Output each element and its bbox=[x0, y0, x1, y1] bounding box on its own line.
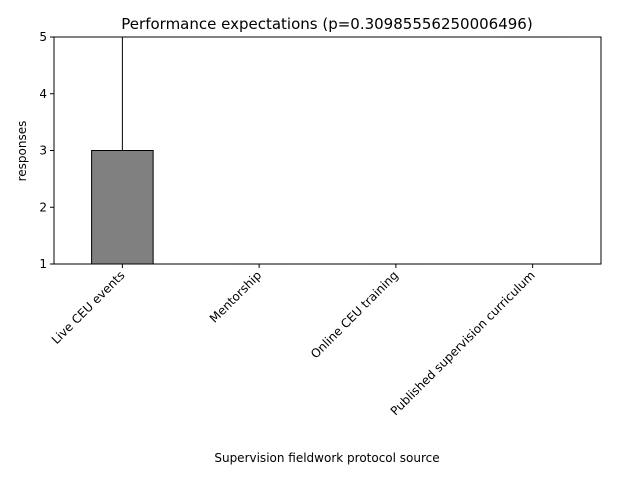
x-axis-label: Supervision fieldwork protocol source bbox=[214, 451, 439, 465]
x-tick-label: Published supervision curriculum bbox=[388, 268, 538, 418]
box-body bbox=[92, 151, 154, 265]
y-tick-label: 3 bbox=[39, 144, 47, 158]
y-tick-label: 4 bbox=[39, 87, 47, 101]
y-tick-label: 1 bbox=[39, 257, 47, 271]
x-tick-label: Live CEU events bbox=[49, 268, 128, 347]
y-axis-label: responses bbox=[15, 121, 29, 182]
y-tick-label: 2 bbox=[39, 200, 47, 214]
y-tick-label: 5 bbox=[39, 30, 47, 44]
chart-title: Performance expectations (p=0.3098555625… bbox=[121, 15, 532, 33]
x-tick-label: Mentorship bbox=[207, 268, 264, 325]
plot-area: 1 2 3 4 5 Live CEU events Mentorship Online CEU… bbox=[39, 30, 563, 418]
box-1 bbox=[92, 37, 154, 264]
x-tick-label: Online CEU training bbox=[308, 268, 401, 361]
